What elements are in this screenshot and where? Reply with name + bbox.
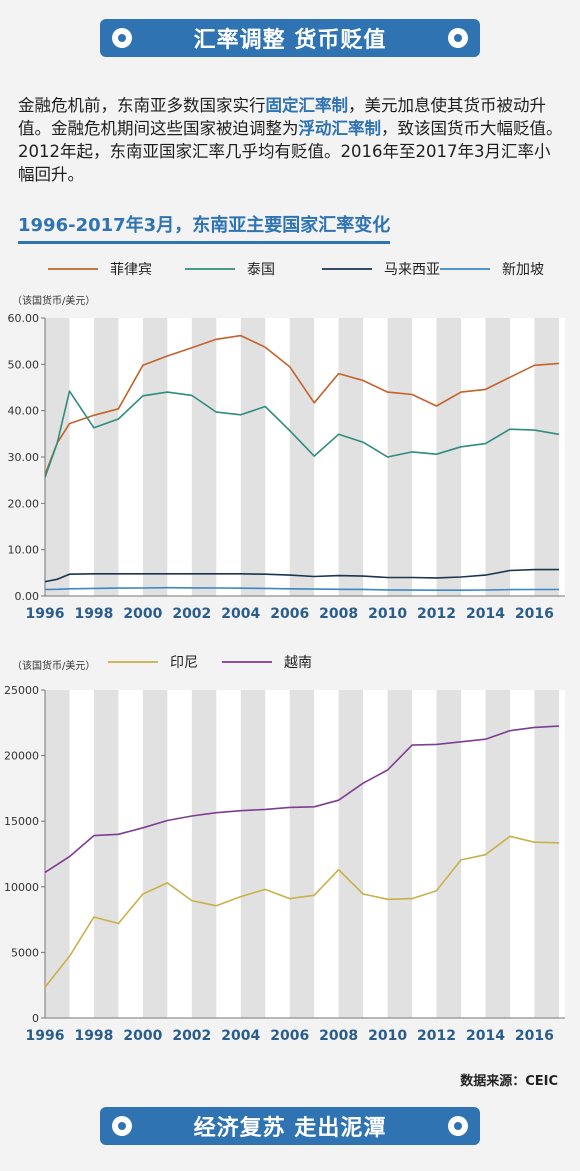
series-line-越南 — [44, 725, 559, 874]
chart-subtitle: 1996-2017年3月，东南亚主要国家汇率变化 — [18, 211, 391, 244]
banner-dot-icon — [448, 28, 468, 48]
para-text-3: ，致该国货币大幅贬值。2012年起，东南亚国家汇率几乎均有贬值。2016年至20… — [18, 119, 563, 184]
grid-band — [534, 318, 559, 596]
x-tick-label: 1996 — [26, 1028, 65, 1044]
y-tick-label: 15000 — [4, 815, 39, 828]
series-line-泰国 — [44, 390, 560, 478]
para-highlight-fixed-rate: 固定汇率制 — [265, 96, 349, 115]
legend-label: 印尼 — [170, 655, 198, 671]
banner-title: 汇率调整 货币贬值 — [193, 28, 387, 53]
banner-dot-icon — [112, 28, 132, 48]
x-tick-label: 2008 — [319, 1028, 358, 1044]
x-tick-label: 2012 — [417, 606, 456, 622]
series-line-菲律宾 — [44, 334, 559, 475]
y-tick-label: 0.00 — [15, 590, 40, 603]
y-axis-label: （该国货币/美元） — [12, 294, 95, 307]
y-tick-label: 10000 — [4, 881, 39, 894]
grid-band — [289, 318, 315, 596]
x-tick-label: 2014 — [466, 606, 505, 622]
y-tick-label: 50.00 — [8, 358, 40, 371]
x-tick-label: 2008 — [319, 606, 358, 622]
para-text-1: 金融危机前，东南亚多数国家实行 — [18, 96, 266, 115]
y-tick-label: 5000 — [11, 946, 39, 959]
grid-band — [93, 690, 119, 1018]
x-tick-label: 1998 — [74, 606, 113, 622]
x-tick-label: 1998 — [74, 1028, 113, 1044]
grid-band — [485, 690, 510, 1018]
x-tick-label: 2016 — [515, 1028, 554, 1044]
para-highlight-floating-rate: 浮动汇率制 — [298, 119, 382, 138]
grid-band — [142, 690, 168, 1018]
x-tick-label: 2014 — [466, 1028, 505, 1044]
grid-band — [191, 318, 217, 596]
data-source: 数据来源：CEIC — [460, 1074, 558, 1089]
grid-band — [387, 318, 413, 596]
y-tick-label: 25000 — [4, 684, 39, 697]
legend-label: 马来西亚 — [384, 262, 440, 278]
x-tick-label: 2004 — [221, 606, 260, 622]
x-tick-label: 2000 — [123, 606, 162, 622]
y-tick-label: 30.00 — [8, 451, 40, 464]
x-tick-label: 2002 — [172, 1028, 211, 1044]
banner-dot-icon — [448, 1116, 468, 1136]
y-tick-label: 40.00 — [8, 405, 40, 418]
exchange-rate-chart-1: 0.00 10.00 20.00 30.00 40.00 50.00 60.00 1996 19… — [8, 262, 565, 622]
intro-paragraph: 金融危机前，东南亚多数国家实行固定汇率制，美元加息使其货币被动升值。金融危机期间… — [18, 94, 566, 186]
x-tick-label: 2012 — [417, 1028, 456, 1044]
grid-band — [240, 318, 266, 596]
x-tick-label: 2006 — [270, 606, 309, 622]
exchange-rate-chart-2: 0 5000 10000 15000 20000 25000 1996 1998 2000 200… — [4, 655, 565, 1044]
y-tick-label: 10.00 — [8, 544, 40, 557]
legend-label: 新加坡 — [502, 262, 544, 278]
grid-band — [142, 318, 168, 596]
grid-band — [240, 690, 266, 1018]
y-axis-label: （该国货币/美元） — [12, 659, 95, 672]
banner-dot-icon — [112, 1116, 132, 1136]
x-tick-label: 2016 — [515, 606, 554, 622]
series-line-马来西亚 — [44, 568, 559, 583]
x-tick-label: 2004 — [221, 1028, 260, 1044]
x-tick-label: 1996 — [26, 606, 65, 622]
x-tick-label: 2010 — [368, 606, 407, 622]
series-line-新加坡 — [44, 586, 559, 592]
para-text-2: ，美元加息使其货币被动升值。金融危机期间这些国家被迫调整为 — [18, 96, 546, 138]
grid-band — [338, 318, 364, 596]
x-tick-label: 2010 — [368, 1028, 407, 1044]
grid-band — [436, 318, 461, 596]
grid-band — [436, 690, 461, 1018]
grid-band — [387, 690, 413, 1018]
legend-label: 泰国 — [247, 262, 275, 278]
legend-label: 菲律宾 — [110, 262, 152, 278]
x-tick-label: 2000 — [123, 1028, 162, 1044]
grid-band — [338, 690, 364, 1018]
legend-label: 越南 — [284, 655, 312, 671]
grid-band — [485, 318, 510, 596]
section-banner-top: 汇率调整 货币贬值 — [100, 19, 480, 57]
series-line-印尼 — [44, 835, 559, 988]
y-tick-label: 60.00 — [8, 312, 40, 325]
x-tick-label: 2002 — [172, 606, 211, 622]
grid-band — [191, 690, 217, 1018]
section-banner-bottom: 经济复苏 走出泥潭 — [100, 1107, 480, 1145]
grid-band — [45, 318, 70, 596]
x-tick-label: 2006 — [270, 1028, 309, 1044]
grid-band — [45, 690, 70, 1018]
y-tick-label: 20000 — [4, 750, 39, 763]
grid-band — [93, 318, 119, 596]
y-tick-label: 0 — [32, 1012, 39, 1025]
banner-title: 经济复苏 走出泥潭 — [193, 1116, 387, 1141]
y-tick-label: 20.00 — [8, 497, 40, 510]
grid-band — [534, 690, 559, 1018]
grid-band — [289, 690, 315, 1018]
